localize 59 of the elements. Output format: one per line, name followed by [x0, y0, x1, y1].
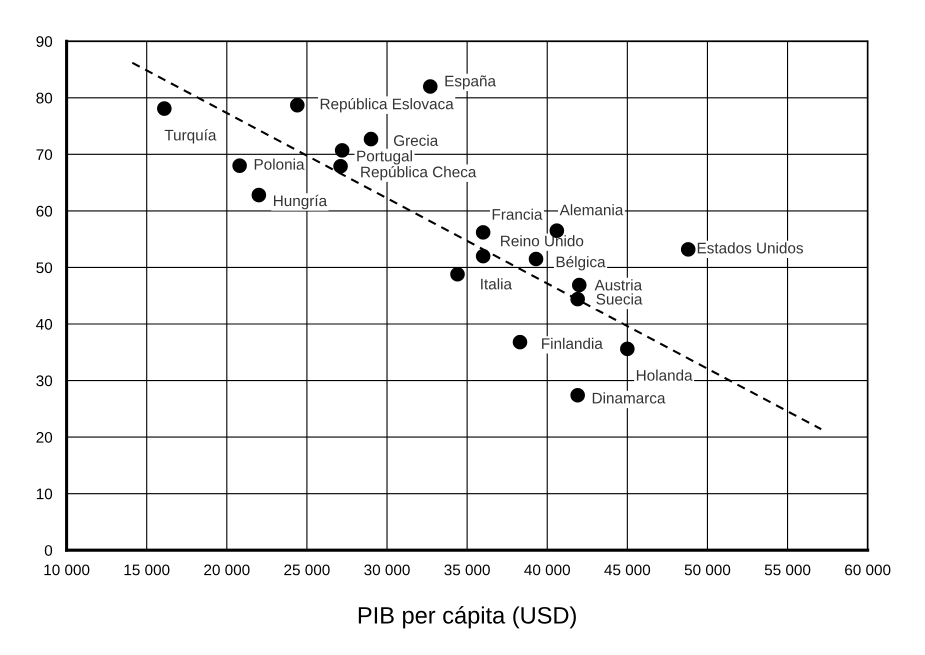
annotation: Portugal	[357, 150, 412, 164]
point	[157, 101, 172, 116]
annotation: República Checa	[361, 166, 476, 180]
point	[570, 292, 585, 306]
point	[476, 248, 490, 264]
annotation: Austria	[594, 279, 642, 290]
annotation: Hungría	[274, 194, 328, 210]
x-tick-label: 10 000	[44, 564, 90, 576]
x-tick-label: 40 000	[524, 564, 570, 576]
annotation: Estados Unidos	[698, 242, 803, 254]
point	[572, 278, 587, 292]
point	[422, 79, 438, 94]
y-tick-label: 0	[44, 545, 52, 556]
y-tick-label: 60	[36, 206, 52, 217]
annotation: Grecia	[394, 134, 438, 146]
annotation: Francia	[492, 208, 542, 220]
point	[364, 132, 378, 146]
annotation: República Eslovaca	[320, 98, 454, 112]
y-tick-label: 90	[36, 36, 52, 47]
y-tick-label: 10	[36, 488, 52, 500]
point	[334, 143, 350, 158]
point	[290, 98, 305, 112]
x-tick-label: 45 000	[604, 564, 650, 576]
y-tick-label: 70	[36, 149, 52, 160]
x-tick-label: 35 000	[444, 564, 490, 576]
annotation: Polonia	[254, 158, 304, 170]
point	[528, 252, 544, 266]
y-tick-label: 20	[36, 432, 52, 443]
annotation: Finlandia	[542, 338, 603, 349]
point	[680, 242, 696, 257]
point	[333, 158, 348, 174]
y-tick-label: 80	[36, 92, 52, 104]
y-tick-label: 40	[36, 318, 52, 330]
annotation: Bélgica	[556, 256, 606, 270]
x-tick-label: 20 000	[204, 564, 250, 576]
annotation: Turquía	[164, 129, 216, 144]
point	[232, 158, 247, 173]
x-tick-label: 15 000	[124, 564, 170, 576]
point	[512, 334, 528, 350]
point	[450, 266, 465, 282]
y-tick-label: 30	[36, 375, 52, 386]
x-tick-label: 50 000	[684, 564, 730, 576]
annotation: Holanda	[636, 370, 693, 381]
x-tick-label: 30 000	[364, 564, 410, 576]
annotation: Italia	[481, 278, 512, 290]
annotation: Reino Unido	[501, 235, 584, 246]
x-tick-label: 60 000	[845, 564, 890, 576]
annotation: Dinamarca	[592, 392, 666, 404]
x-tick-label: 55 000	[764, 564, 810, 576]
annotation: Suecia	[596, 293, 642, 305]
point	[252, 188, 266, 202]
point	[476, 225, 490, 240]
annotation: España	[445, 75, 496, 90]
point	[570, 388, 585, 403]
x-tick-label: 25 000	[284, 564, 330, 576]
point	[620, 342, 635, 356]
x-axis-title: PIB per cápita (USD)	[358, 606, 576, 628]
y-tick-label: 50	[36, 262, 52, 274]
annotation: Alemania	[560, 204, 624, 216]
